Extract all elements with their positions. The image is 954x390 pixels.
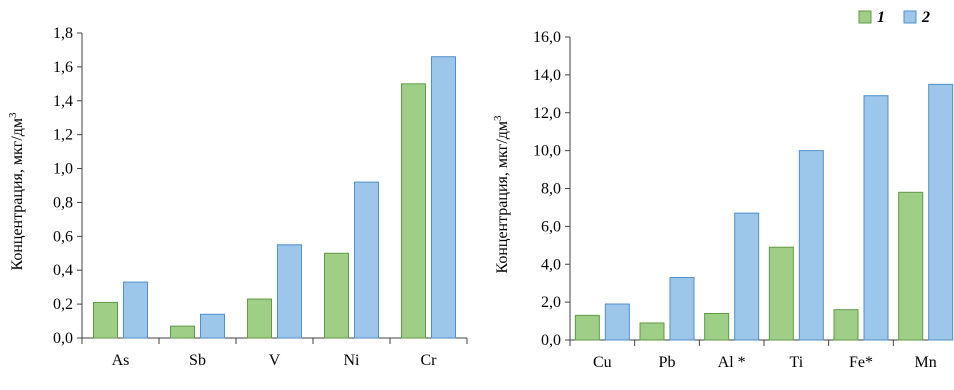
y-tick-label: 1,4	[53, 93, 73, 110]
bar-series-2-mn	[928, 83, 954, 341]
bar-series-2-ni	[354, 181, 379, 339]
y-tick-label: 10,0	[533, 143, 561, 160]
legend-swatch-2	[903, 10, 917, 24]
x-tick-label: Ni	[344, 352, 361, 369]
bar-series-1-fe	[833, 309, 859, 341]
y-tick-label: 0,6	[53, 228, 73, 245]
y-axis-title-text: Концентрация, мкг/дм	[494, 121, 511, 274]
x-tick-label: Cu	[593, 354, 612, 371]
x-tick-label: Pb	[659, 354, 676, 371]
y-tick-label: 0,0	[541, 332, 561, 349]
bar-series-1-ti	[768, 246, 794, 341]
y-tick-label: 0,4	[53, 262, 73, 279]
legend-swatch-1	[858, 10, 872, 24]
bar-series-2-v	[277, 244, 302, 339]
x-tick-label: Ti	[790, 354, 804, 371]
x-tick-label: Mn	[915, 354, 937, 371]
bar-series-1-as	[93, 301, 118, 339]
y-axis-title-superscript: 3	[7, 112, 19, 118]
bar-series-2-pb	[669, 277, 695, 341]
bar-series-2-ti	[798, 150, 824, 341]
y-tick-label: 2,0	[541, 294, 561, 311]
bar-series-1-mn	[898, 191, 924, 341]
y-tick-label: 0,0	[53, 330, 73, 347]
y-tick-label: 16,0	[533, 29, 561, 46]
bar-series-1-cr	[401, 83, 426, 339]
y-tick-label: 0,8	[53, 194, 73, 211]
bar-series-2-as	[123, 281, 148, 339]
bar-series-1-cu	[574, 314, 600, 341]
y-tick-label: 1,6	[53, 59, 73, 76]
bar-series-2-cr	[431, 56, 456, 339]
y-axis-title-text: Концентрация, мкг/дм	[9, 118, 26, 271]
right-chart: 0,0 2,0 4,0 6,0 8,0 10,0 12,0 14,0 16,0 Cu Pb Al * T…	[492, 29, 954, 371]
bar-series-1-ni	[324, 252, 349, 339]
y-axis-title-superscript: 3	[492, 115, 504, 121]
bar-series-1-v	[247, 298, 272, 339]
bar-series-1-sb	[170, 325, 195, 339]
legend-label-2: 2	[921, 9, 930, 26]
legend-label-1: 1	[877, 9, 885, 26]
x-tick-label: Sb	[189, 352, 206, 369]
bar-series-2-sb	[200, 313, 225, 339]
y-axis-title: Концентрация, мкг/дм3	[492, 115, 511, 274]
y-tick-label: 1,2	[53, 127, 73, 144]
y-tick-label: 4,0	[541, 256, 561, 273]
bar-series-1-al	[704, 312, 730, 341]
y-tick-label: 6,0	[541, 218, 561, 235]
y-tick-label: 12,0	[533, 105, 561, 122]
bar-series-2-al	[734, 212, 760, 341]
y-tick-label: 0,2	[53, 296, 73, 313]
y-axis-title: Концентрация, мкг/дм3	[7, 112, 26, 271]
bar-series-1-pb	[639, 322, 665, 341]
x-tick-label: V	[269, 352, 281, 369]
x-tick-label: Fe*	[849, 354, 873, 371]
x-tick-label: Cr	[421, 352, 438, 369]
bar-series-2-cu	[604, 303, 630, 341]
x-tick-label: As	[112, 352, 130, 369]
left-chart: 0,0 0,2 0,4 0,6 0,8 1,0 1,2 1,4 1,6 1,8 As Sb V Ni Cr К…	[7, 25, 468, 369]
y-tick-label: 8,0	[541, 181, 561, 198]
y-tick-label: 1,8	[53, 25, 73, 42]
y-tick-label: 14,0	[533, 67, 561, 84]
y-tick-label: 1,0	[53, 161, 73, 178]
x-tick-label: Al *	[718, 354, 746, 371]
bar-series-2-fe	[863, 95, 889, 341]
